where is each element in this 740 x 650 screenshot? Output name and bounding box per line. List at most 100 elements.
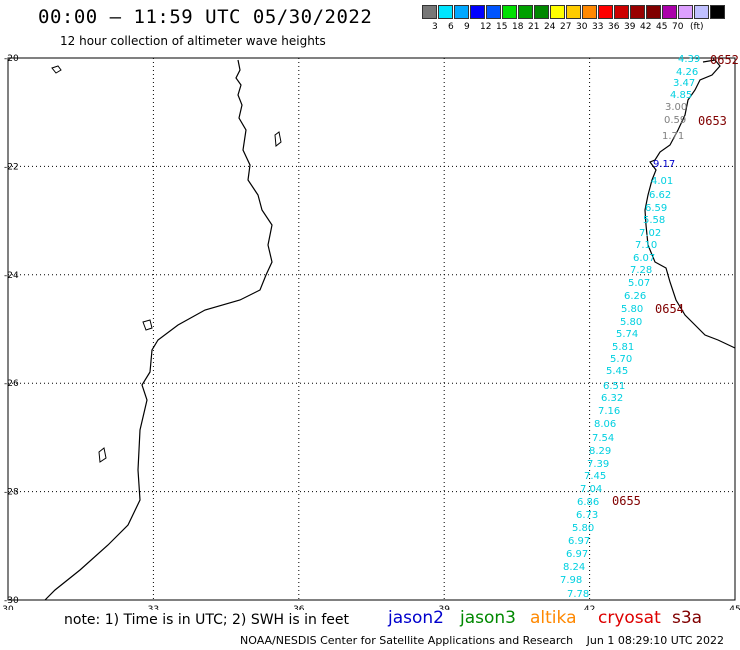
legend-label: (ft) (690, 22, 704, 32)
swh-value: 8.29 (589, 446, 611, 457)
pass-label: 0653 (698, 114, 727, 128)
wave-height-map: 30 33 36 39 42 45-20-22-24-26-28-30 4.394.263… (2, 53, 740, 610)
lake-outline (142, 319, 153, 331)
legend-swatch (598, 5, 613, 19)
legend-swatch (694, 5, 709, 19)
legend-swatch (422, 5, 437, 19)
legend-swatch (486, 5, 501, 19)
swh-value: 5.45 (606, 366, 628, 377)
legend-swatch (502, 5, 517, 19)
legend-label: 42 (640, 22, 652, 32)
legend-label: 6 (448, 22, 454, 32)
lon-tick-label: 39 (438, 605, 450, 610)
swh-value: 4.01 (651, 176, 673, 187)
legend-label: 3 (432, 22, 438, 32)
swh-labels: 4.39 4.263.474.853.00 0.59 1.71 9.17 4.01 6.62… (560, 54, 700, 600)
swh-value: 7.45 (584, 471, 606, 482)
lon-tick-label: 36 (293, 605, 305, 610)
legend-swatch (662, 5, 677, 19)
swh-value: 6.62 (649, 190, 671, 201)
swh-value: 5.80 (620, 317, 642, 328)
swh-value: 6.73 (576, 510, 598, 521)
swh-value: 5.58 (643, 215, 665, 226)
legend-swatch (470, 5, 485, 19)
legend-label: 45 (656, 22, 668, 32)
footer-note: note: 1) Time is in UTC; 2) SWH is in fe… (64, 612, 350, 628)
legend-label: 39 (624, 22, 636, 32)
satellite-name: s3a (672, 608, 703, 628)
swh-value: 0.59 (664, 115, 686, 126)
pass-label: 0655 (612, 494, 641, 508)
swh-value: 6.07 (633, 253, 655, 264)
swh-value: 4.26 (676, 67, 698, 78)
swh-value: 7.02 (639, 228, 661, 239)
madagascar-coastline (644, 59, 736, 349)
pass-labels: 0652 0653 0654 0655 (612, 53, 739, 508)
legend-label: 70 (672, 22, 684, 32)
swh-value: 1.71 (662, 131, 684, 142)
swh-value: 7.54 (592, 433, 614, 444)
swh-value: 6.59 (645, 203, 667, 214)
swh-value: 7.78 (567, 589, 589, 600)
legend-swatch (630, 5, 645, 19)
axis-ticks: 30 33 36 39 42 45 -20 -22 -24 -26 -28 -30 (2, 54, 740, 610)
legend-label: 30 (576, 22, 588, 32)
swh-value: 6.97 (566, 549, 588, 560)
swh-value: 5.74 (616, 329, 638, 340)
legend-label: 24 (544, 22, 556, 32)
satellite-name: cryosat (598, 608, 661, 628)
swh-value: 6.26 (624, 291, 646, 302)
lon-tick-label: 45 (729, 605, 740, 610)
swh-value: 3.47 (673, 78, 695, 89)
pass-label: 0654 (655, 302, 684, 316)
swh-value: 5.70 (610, 354, 632, 365)
credit-text: NOAA/NESDIS Center for Satellite Applica… (240, 634, 574, 647)
legend-swatch (614, 5, 629, 19)
legend-swatch (438, 5, 453, 19)
swh-value: 4.85 (670, 90, 692, 101)
swh-value: 6.51 (603, 381, 625, 392)
legend-swatch (518, 5, 533, 19)
lat-tick-label: -26 (4, 379, 19, 389)
lake-outline (98, 447, 107, 463)
timestamp: Jun 1 08:29:10 UTC 2022 (586, 634, 725, 647)
legend-swatch (454, 5, 469, 19)
swh-value: 8.06 (594, 419, 616, 430)
legend-swatch (678, 5, 693, 19)
swh-value: 6.97 (568, 536, 590, 547)
coastline (44, 59, 736, 601)
lat-tick-label: -28 (4, 488, 19, 498)
africa-coastline (44, 59, 273, 601)
swh-value: 7.98 (560, 575, 582, 586)
island-outline (51, 65, 62, 74)
swh-value: 7.04 (580, 484, 602, 495)
page-subtitle: 12 hour collection of altimeter wave hei… (60, 34, 326, 48)
swh-value: 9.17 (653, 159, 675, 170)
swh-value: 7.10 (635, 240, 657, 251)
swh-value: 5.80 (621, 304, 643, 315)
page-title: 00:00 – 11:59 UTC 05/30/2022 (38, 6, 373, 28)
legend-swatch (646, 5, 661, 19)
footer-credit: NOAA/NESDIS Center for Satellite Applica… (240, 634, 724, 647)
swh-value: 7.39 (587, 459, 609, 470)
swh-value: 7.28 (630, 265, 652, 276)
lat-tick-label: -24 (4, 271, 19, 281)
pass-label: 0652 (710, 53, 739, 67)
satellite-name: altika (530, 608, 577, 628)
lat-tick-label: -20 (4, 54, 19, 64)
lon-tick-label: 33 (148, 605, 159, 610)
legend-label: 21 (528, 22, 540, 32)
legend-label: 27 (560, 22, 572, 32)
legend-swatch (566, 5, 581, 19)
swh-value: 6.32 (601, 393, 623, 404)
legend-label: 12 (480, 22, 492, 32)
legend-swatch (582, 5, 597, 19)
swh-value: 4.39 (678, 54, 700, 65)
island-outline (274, 131, 282, 147)
legend-swatch (550, 5, 565, 19)
map-grid (7, 57, 736, 601)
legend-label: 18 (512, 22, 524, 32)
lon-tick-label: 42 (584, 605, 595, 610)
swh-value: 7.16 (598, 406, 620, 417)
swh-value: 5.81 (612, 342, 634, 353)
